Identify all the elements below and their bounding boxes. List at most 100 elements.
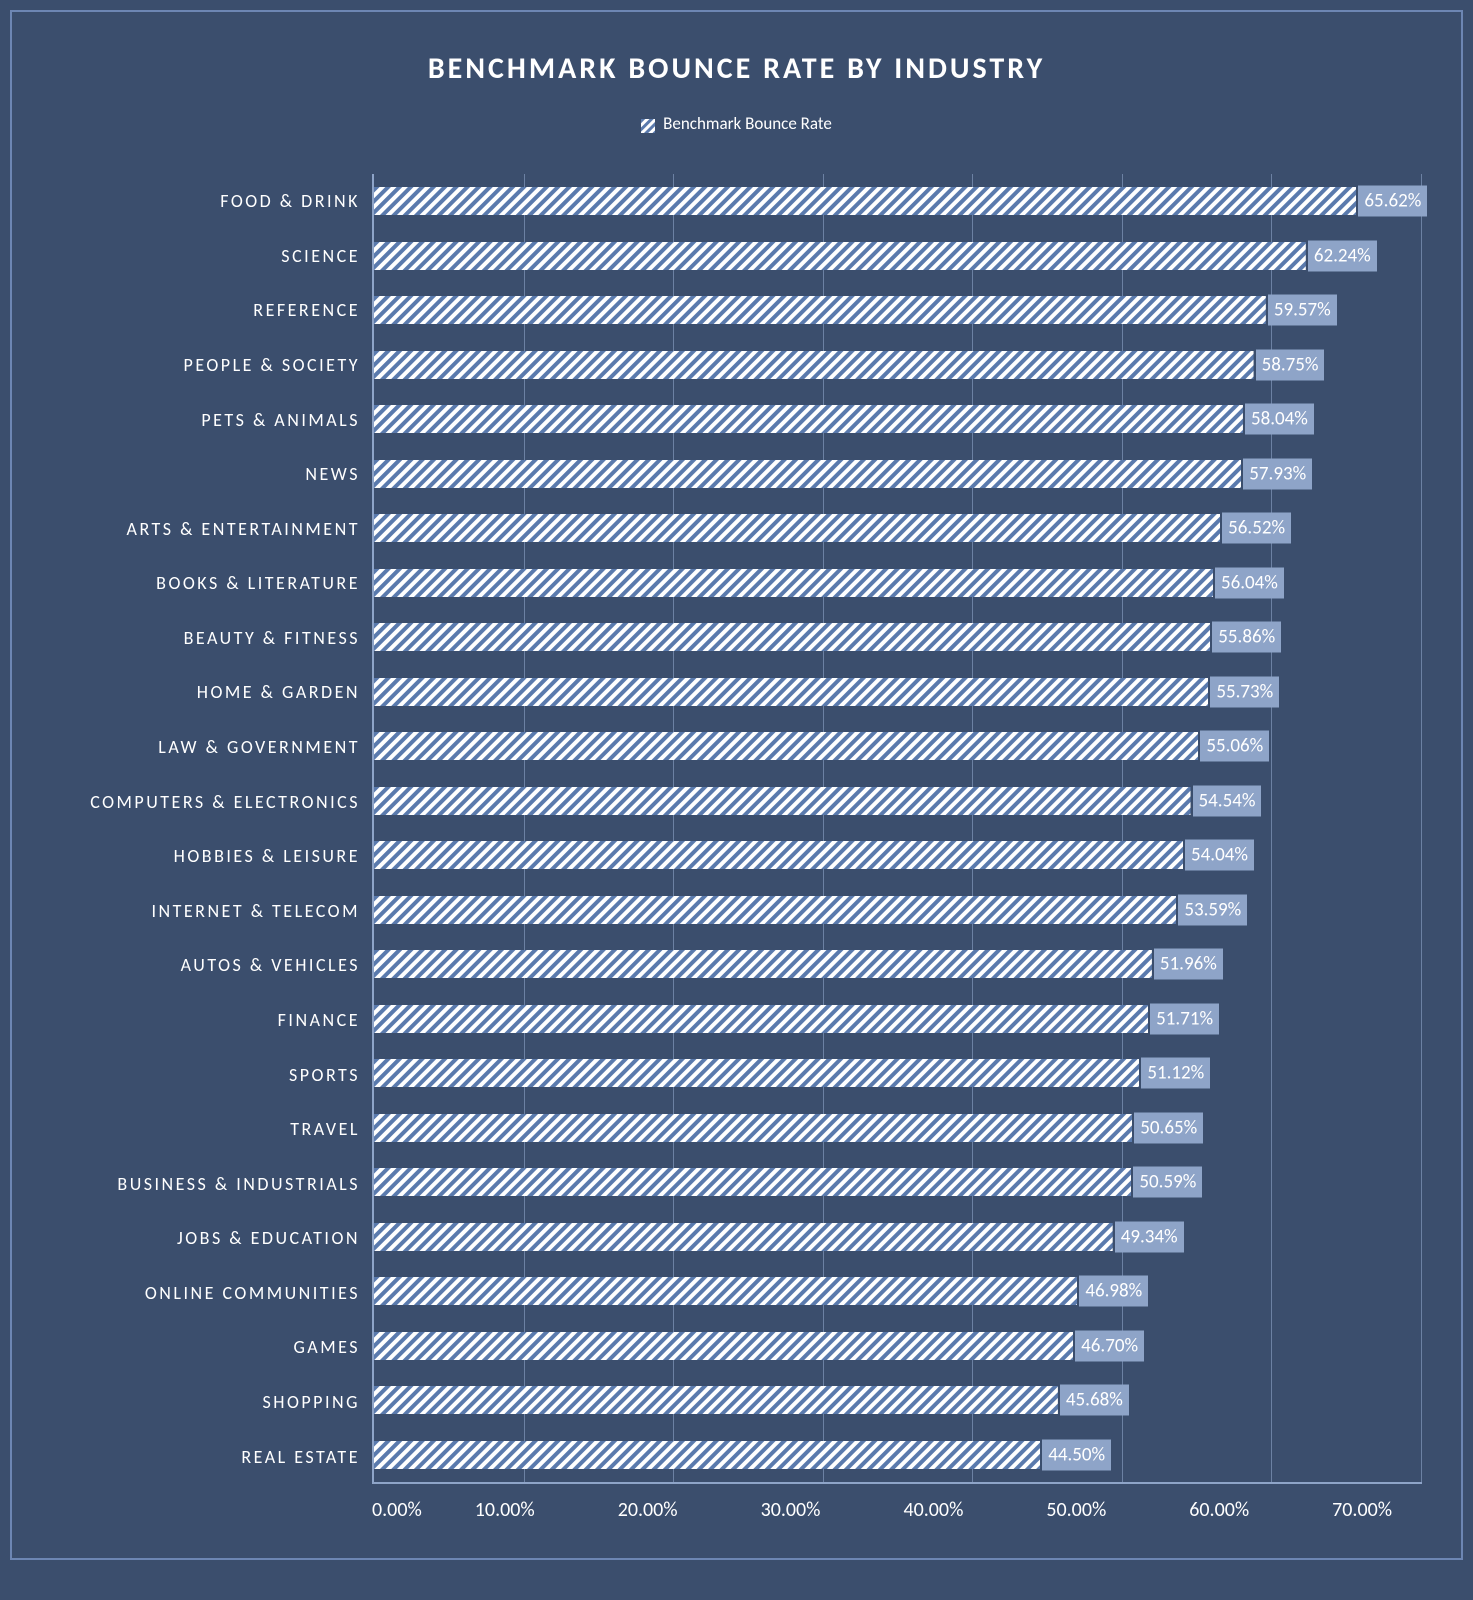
bar-row: 54.04% — [374, 841, 1422, 869]
legend-label: Benchmark Bounce Rate — [663, 113, 832, 134]
bar-value-label: 56.52% — [1222, 513, 1291, 544]
x-tick-label: 30.00% — [761, 1498, 821, 1522]
bar: 54.54% — [374, 787, 1191, 815]
bar: 46.70% — [374, 1332, 1073, 1360]
bar-value-label: 57.93% — [1243, 458, 1312, 489]
bar-value-label: 50.65% — [1134, 1112, 1203, 1143]
bar-row: 58.75% — [374, 351, 1422, 379]
bar-value-label: 55.73% — [1210, 676, 1279, 707]
bar: 51.71% — [374, 1005, 1148, 1033]
bar: 51.96% — [374, 950, 1152, 978]
bar: 46.98% — [374, 1277, 1077, 1305]
bar-row: 46.98% — [374, 1277, 1422, 1305]
bar-row: 51.96% — [374, 950, 1422, 978]
x-tick-label: 10.00% — [475, 1498, 535, 1522]
category-label: FINANCE — [42, 1009, 360, 1031]
category-label: SCIENCE — [42, 245, 360, 267]
bar: 58.04% — [374, 405, 1243, 433]
x-tick-label: 40.00% — [903, 1498, 963, 1522]
bars-area: 65.62%62.24%59.57%58.75%58.04%57.93%56.5… — [372, 174, 1422, 1484]
bar: 45.68% — [374, 1386, 1058, 1414]
x-axis: 0.00%10.00%20.00%30.00%40.00%50.00%60.00… — [372, 1498, 1422, 1522]
category-label: FOOD & DRINK — [42, 190, 360, 212]
bar-value-label: 49.34% — [1115, 1221, 1184, 1252]
bar: 57.93% — [374, 460, 1241, 488]
category-label: HOBBIES & LEISURE — [42, 845, 360, 867]
bar: 51.12% — [374, 1059, 1139, 1087]
category-label: REFERENCE — [42, 299, 360, 321]
bar-row: 59.57% — [374, 296, 1422, 324]
bar-row: 62.24% — [374, 242, 1422, 270]
bar-value-label: 55.86% — [1212, 622, 1281, 653]
bar: 50.65% — [374, 1114, 1132, 1142]
bar: 56.04% — [374, 569, 1213, 597]
bar-value-label: 53.59% — [1178, 894, 1247, 925]
category-label: ARTS & ENTERTAINMENT — [42, 518, 360, 540]
bars-container: 65.62%62.24%59.57%58.75%58.04%57.93%56.5… — [374, 174, 1422, 1482]
category-label: GAMES — [42, 1336, 360, 1358]
category-label: PEOPLE & SOCIETY — [42, 354, 360, 376]
legend-swatch-icon — [641, 117, 655, 131]
bar-row: 56.04% — [374, 569, 1422, 597]
bar-value-label: 54.04% — [1185, 840, 1254, 871]
bar-value-label: 58.04% — [1245, 404, 1314, 435]
bar-row: 50.59% — [374, 1168, 1422, 1196]
bar-value-label: 45.68% — [1060, 1385, 1129, 1416]
bar-value-label: 51.96% — [1154, 949, 1223, 980]
bar-row: 50.65% — [374, 1114, 1422, 1142]
bar-row: 51.71% — [374, 1005, 1422, 1033]
bar: 65.62% — [374, 187, 1356, 215]
x-tick-label: 50.00% — [1046, 1498, 1106, 1522]
bar: 62.24% — [374, 242, 1306, 270]
bar-row: 44.50% — [374, 1441, 1422, 1469]
legend: Benchmark Bounce Rate — [42, 113, 1431, 134]
bar: 55.86% — [374, 623, 1210, 651]
bar: 55.73% — [374, 678, 1208, 706]
bar-value-label: 58.75% — [1256, 349, 1325, 380]
category-label: JOBS & EDUCATION — [42, 1227, 360, 1249]
bar-row: 49.34% — [374, 1223, 1422, 1251]
bar: 54.04% — [374, 841, 1183, 869]
chart-frame: BENCHMARK BOUNCE RATE BY INDUSTRY Benchm… — [10, 10, 1463, 1560]
bar-value-label: 44.50% — [1042, 1439, 1111, 1470]
bar-row: 55.73% — [374, 678, 1422, 706]
category-label: BOOKS & LITERATURE — [42, 572, 360, 594]
bar-row: 54.54% — [374, 787, 1422, 815]
category-label: HOME & GARDEN — [42, 681, 360, 703]
bar: 55.06% — [374, 732, 1198, 760]
bar-value-label: 51.12% — [1141, 1058, 1210, 1089]
bar-value-label: 46.98% — [1079, 1276, 1148, 1307]
category-label: NEWS — [42, 463, 360, 485]
y-axis-labels: FOOD & DRINK SCIENCE REFERENCE PEOPLE & SOC… — [42, 174, 372, 1484]
bar-value-label: 54.54% — [1193, 785, 1262, 816]
category-label: PETS & ANIMALS — [42, 409, 360, 431]
bar: 50.59% — [374, 1168, 1131, 1196]
x-tick-label: 20.00% — [618, 1498, 678, 1522]
bar: 58.75% — [374, 351, 1254, 379]
bar-value-label: 50.59% — [1133, 1167, 1202, 1198]
bar: 49.34% — [374, 1223, 1113, 1251]
bar-value-label: 59.57% — [1268, 295, 1337, 326]
category-label: REAL ESTATE — [42, 1446, 360, 1468]
plot-area: FOOD & DRINK SCIENCE REFERENCE PEOPLE & SOC… — [42, 174, 1431, 1522]
bar-row: 58.04% — [374, 405, 1422, 433]
bar-row: 51.12% — [374, 1059, 1422, 1087]
bar-row: 46.70% — [374, 1332, 1422, 1360]
category-label: ONLINE COMMUNITIES — [42, 1282, 360, 1304]
category-label: LAW & GOVERNMENT — [42, 736, 360, 758]
bar: 56.52% — [374, 514, 1220, 542]
bar-value-label: 65.62% — [1358, 186, 1427, 217]
category-label: TRAVEL — [42, 1118, 360, 1140]
bar-row: 57.93% — [374, 460, 1422, 488]
category-label: BUSINESS & INDUSTRIALS — [42, 1173, 360, 1195]
category-label: COMPUTERS & ELECTRONICS — [42, 791, 360, 813]
x-tick-label: 60.00% — [1189, 1498, 1249, 1522]
bar-row: 55.06% — [374, 732, 1422, 760]
bar-value-label: 46.70% — [1075, 1330, 1144, 1361]
bar: 59.57% — [374, 296, 1266, 324]
bar: 44.50% — [374, 1441, 1040, 1469]
chart-title: BENCHMARK BOUNCE RATE BY INDUSTRY — [42, 50, 1431, 87]
bar: 53.59% — [374, 896, 1176, 924]
category-label: AUTOS & VEHICLES — [42, 954, 360, 976]
bar-row: 55.86% — [374, 623, 1422, 651]
